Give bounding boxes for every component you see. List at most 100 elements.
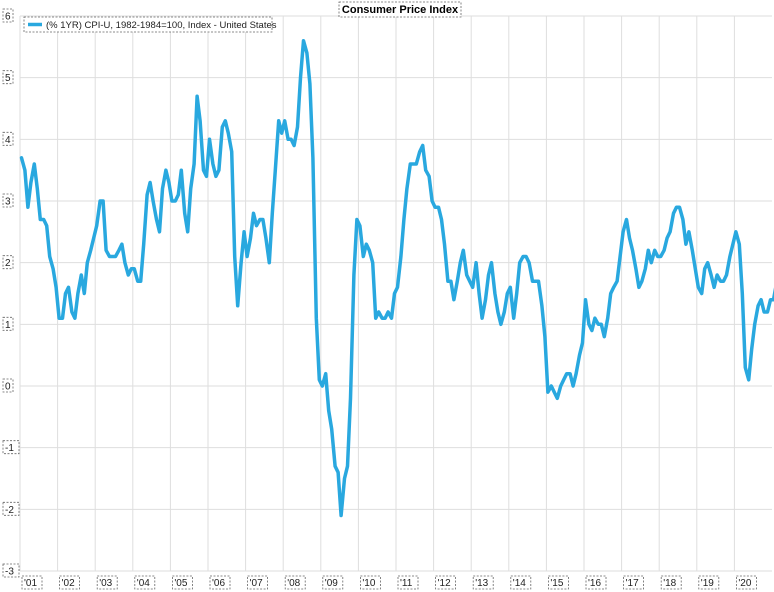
legend[interactable]: (% 1YR) CPI-U, 1982-1984=100, Index - Un…	[23, 16, 277, 33]
x-tick-label-text: '14	[513, 578, 526, 589]
grid-lines	[19, 15, 772, 572]
x-tick-label-box	[623, 575, 644, 590]
y-tick-label: 3	[2, 193, 14, 208]
x-tick-label-box	[585, 575, 607, 590]
x-tick-label-text: '10	[362, 578, 375, 589]
x-tick-label-text: '07	[250, 578, 263, 589]
x-tick-label-text: '09	[325, 578, 338, 589]
x-tick-label-text: '05	[174, 578, 187, 589]
x-tick-label-text: '06	[212, 578, 225, 589]
x-tick-label-box	[247, 575, 269, 590]
legend-box	[23, 16, 273, 33]
x-tick-label: '02	[59, 575, 80, 590]
x-tick-label-box	[698, 575, 720, 590]
x-tick-label-text: '04	[137, 578, 150, 589]
x-tick-label: '09	[322, 575, 344, 590]
x-tick-label-box	[435, 575, 457, 590]
x-tick-label-box	[736, 575, 757, 590]
x-axis-ticks: '01 '02 '03 '04 '05 '06 '07 '08 '09 '10 '11 '12 '13 '…	[21, 575, 757, 590]
x-tick-label-box	[397, 575, 419, 590]
x-tick-label: '19	[698, 575, 720, 590]
legend-entry-cpi: (% 1YR) CPI-U, 1982-1984=100, Index - Un…	[46, 20, 277, 31]
y-tick-label: 4	[2, 131, 14, 146]
y-tick-label-text: -2	[5, 505, 14, 516]
x-tick-label-text: '03	[99, 578, 112, 589]
y-tick-label: 2	[2, 255, 14, 270]
y-tick-label-text: 6	[5, 12, 11, 23]
y-tick-label-box	[2, 378, 14, 393]
y-tick-label-box	[2, 563, 20, 578]
x-tick-label-text: '17	[626, 578, 639, 589]
x-tick-label: '12	[435, 575, 457, 590]
x-tick-label-text: '12	[438, 578, 451, 589]
x-tick-label-box	[134, 575, 156, 590]
series-layer	[19, 38, 774, 518]
chart-title-group: Consumer Price Index	[338, 1, 462, 18]
y-tick-label-text: 3	[5, 197, 11, 208]
y-tick-label: 0	[2, 378, 14, 393]
y-tick-label: -2	[2, 501, 20, 516]
y-tick-label-text: -3	[5, 567, 14, 578]
x-tick-label: '13	[472, 575, 494, 590]
y-tick-label-box	[2, 8, 14, 23]
y-tick-label: -3	[2, 563, 20, 578]
x-tick-label-box	[510, 575, 532, 590]
x-tick-label: '18	[660, 575, 682, 590]
y-tick-label-box	[2, 440, 20, 455]
x-tick-label-text: '18	[663, 578, 676, 589]
y-tick-label-box	[2, 255, 14, 270]
x-tick-label: '15	[548, 575, 569, 590]
y-tick-label-box	[2, 131, 14, 146]
x-tick-label-box	[59, 575, 80, 590]
x-tick-label-box	[660, 575, 682, 590]
y-tick-label-box	[2, 193, 14, 208]
x-tick-label: '04	[134, 575, 156, 590]
x-tick-label: '16	[585, 575, 607, 590]
x-tick-label: '07	[247, 575, 269, 590]
y-tick-label-text: 2	[5, 258, 11, 269]
x-tick-label: '11	[397, 575, 419, 590]
y-tick-label: 6	[2, 8, 14, 23]
x-tick-label-box	[209, 575, 231, 590]
x-tick-label-box	[284, 575, 306, 590]
x-tick-label-text: '20	[738, 578, 751, 589]
y-tick-label-text: 4	[5, 135, 11, 146]
x-tick-label: '03	[96, 575, 118, 590]
x-tick-label-box	[322, 575, 344, 590]
x-tick-label-text: '16	[588, 578, 601, 589]
x-tick-label: '20	[736, 575, 757, 590]
x-tick-label-text: '15	[550, 578, 563, 589]
y-tick-label-box	[2, 70, 14, 85]
y-tick-label-box	[2, 316, 14, 331]
y-tick-label: 1	[2, 316, 14, 331]
y-tick-label: -1	[2, 440, 20, 455]
x-tick-label: '17	[623, 575, 644, 590]
x-tick-label-box	[21, 575, 43, 590]
x-tick-label: '14	[510, 575, 532, 590]
x-tick-label-text: '11	[400, 578, 413, 589]
x-tick-label-box	[359, 575, 381, 590]
x-tick-label: '08	[284, 575, 306, 590]
x-tick-label-box	[96, 575, 118, 590]
series-line-cpi	[19, 38, 774, 518]
y-tick-label-text: -1	[5, 443, 14, 454]
y-tick-label-box	[2, 501, 20, 516]
x-tick-label: '01	[21, 575, 43, 590]
x-tick-label-box	[171, 575, 193, 590]
x-tick-label-text: '08	[287, 578, 300, 589]
chart-title: Consumer Price Index	[342, 4, 459, 16]
x-tick-label: '05	[171, 575, 193, 590]
x-tick-label-text: '13	[475, 578, 488, 589]
x-tick-label: '06	[209, 575, 231, 590]
y-tick-label-text: 0	[5, 382, 11, 393]
x-tick-label-text: '01	[24, 578, 37, 589]
x-tick-label-box	[472, 575, 494, 590]
chart-title-box	[338, 1, 462, 18]
y-tick-label-text: 5	[5, 73, 11, 84]
x-tick-label: '10	[359, 575, 381, 590]
x-tick-label-box	[548, 575, 569, 590]
y-tick-label-text: 1	[5, 320, 11, 331]
x-tick-label-text: '19	[701, 578, 714, 589]
y-axis-ticks: -3 -2 -1 0 1 2 3 4 5 6	[2, 8, 20, 578]
